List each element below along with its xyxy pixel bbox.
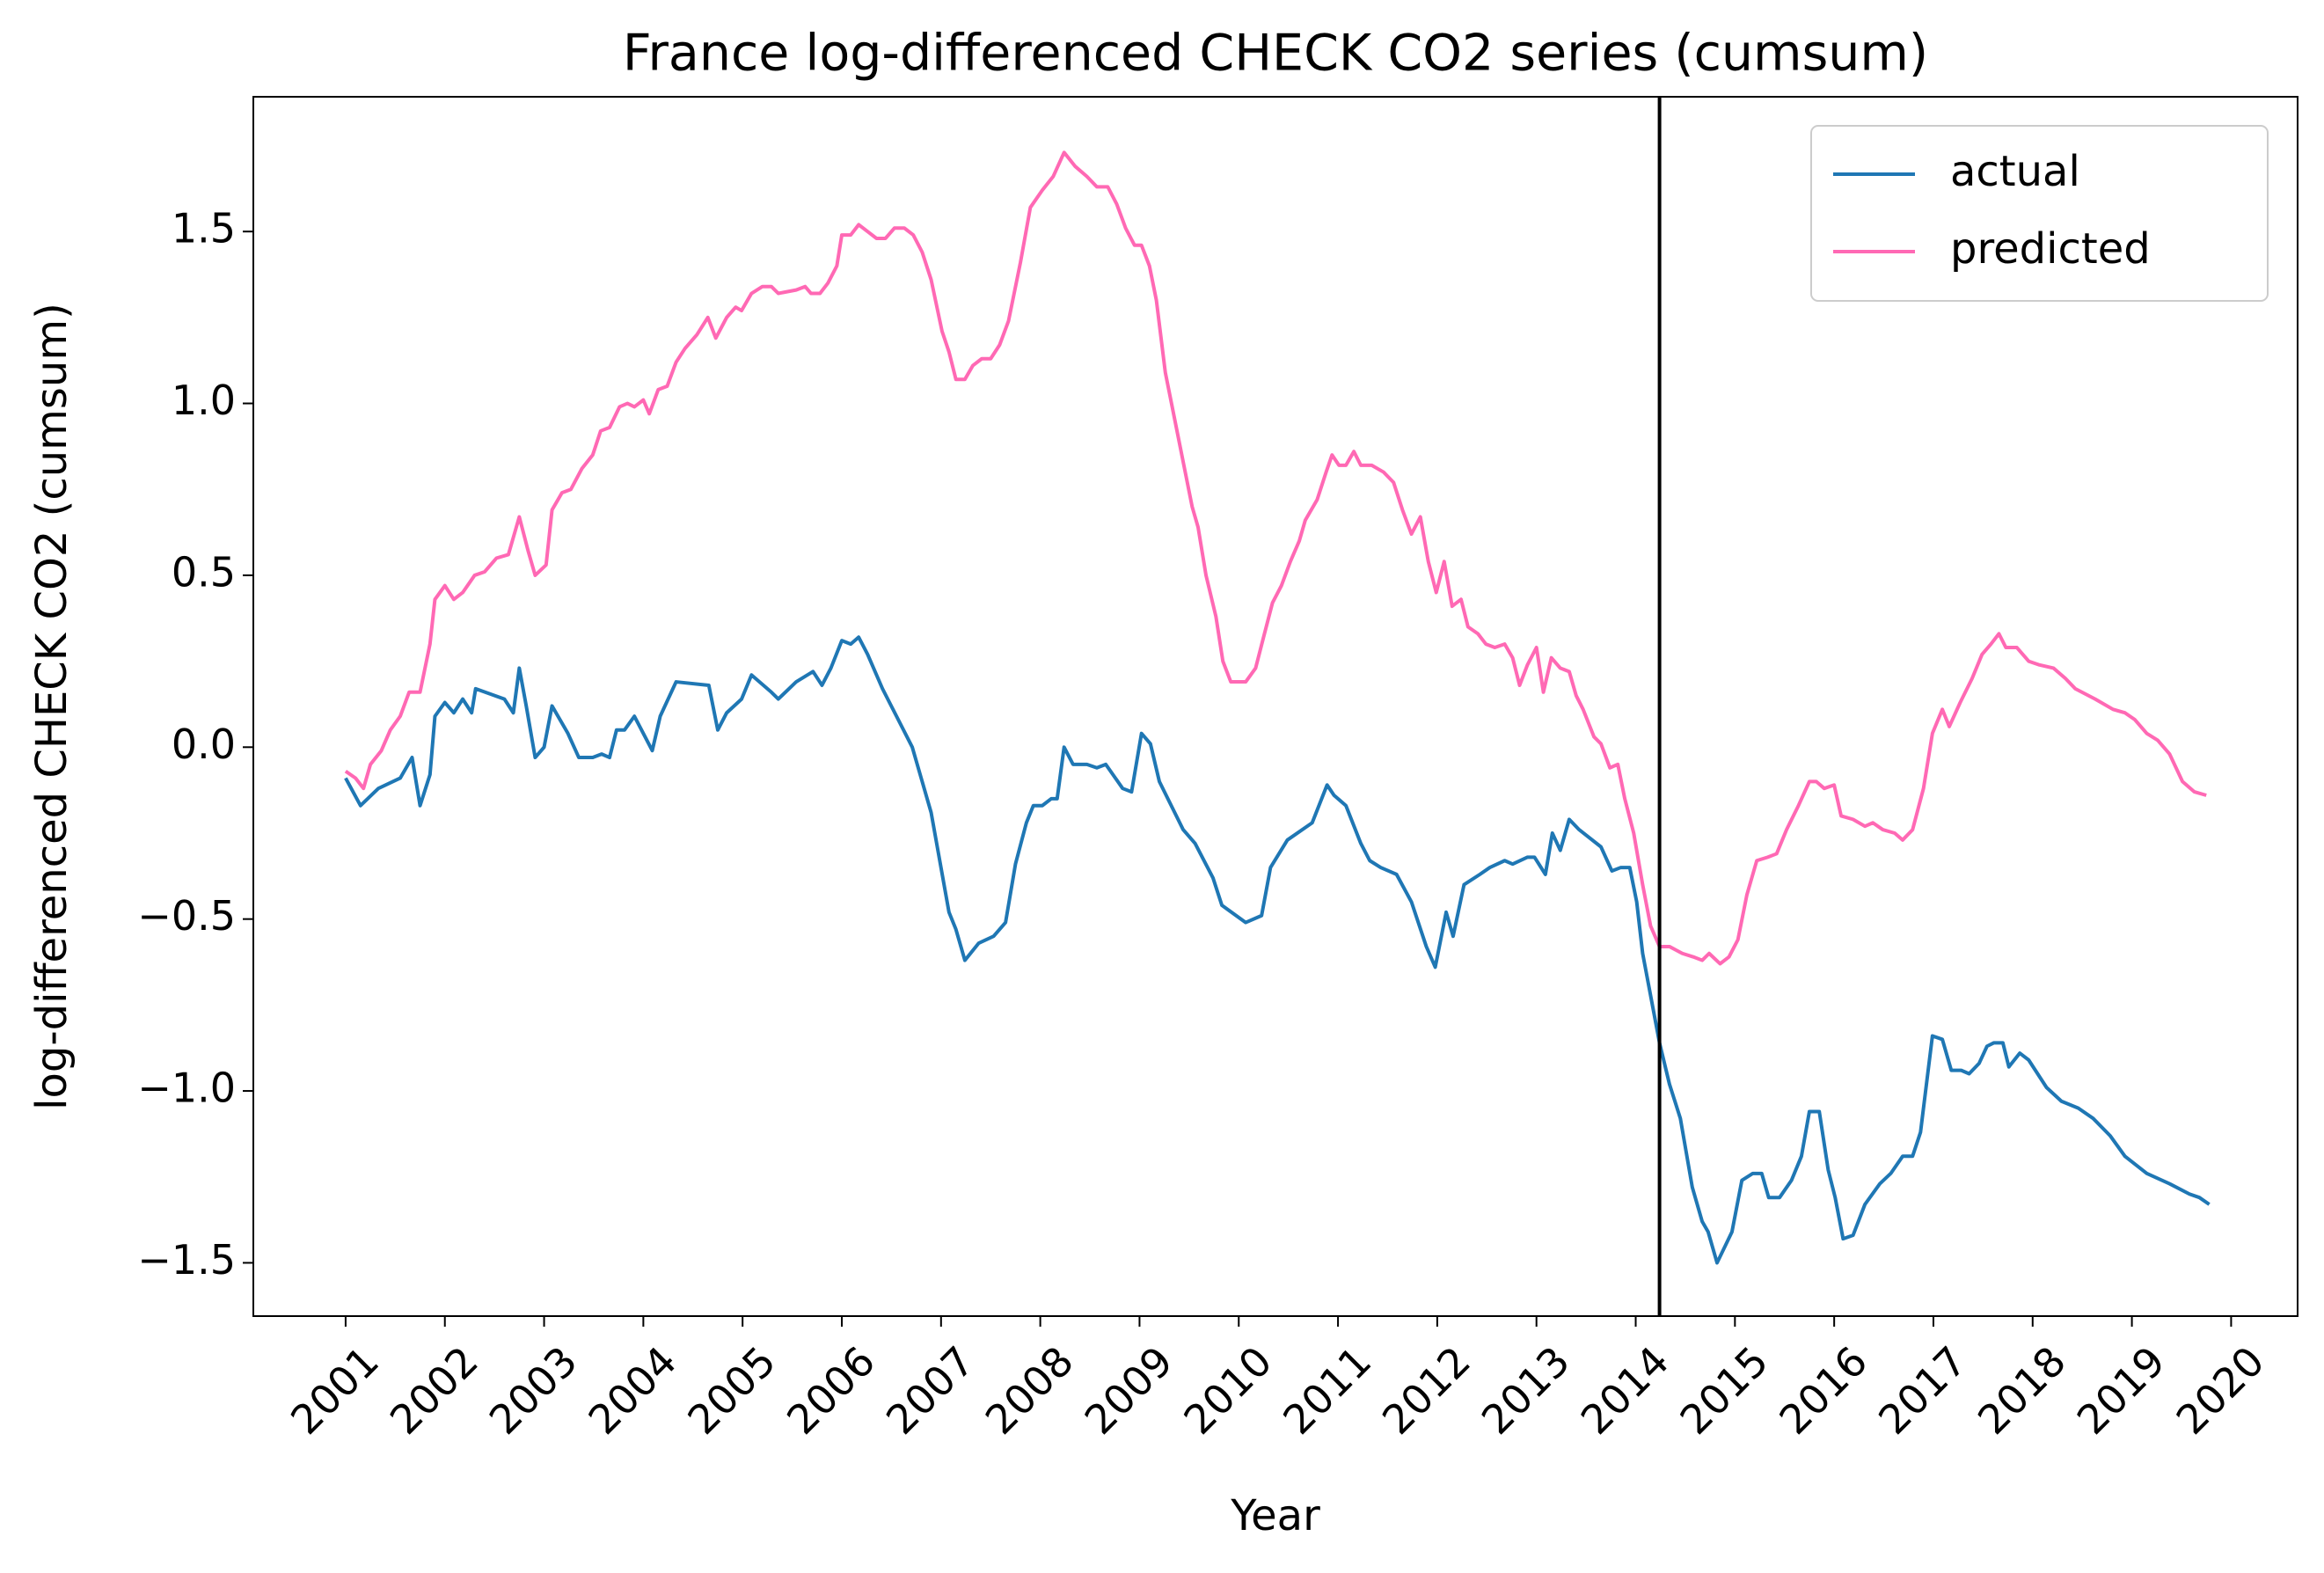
x-axis-label: Year (1230, 1491, 1320, 1540)
x-tick-label: 2009 (1076, 1337, 1182, 1444)
y-tick-label: 1.0 (172, 377, 236, 424)
y-tick-label: 1.5 (172, 205, 236, 252)
x-tick-label: 2013 (1473, 1337, 1579, 1444)
x-tick-label: 2001 (281, 1337, 388, 1444)
x-tick-label: 2002 (381, 1337, 487, 1444)
x-tick-label: 2017 (1869, 1337, 1976, 1444)
legend-label: predicted (1950, 224, 2151, 274)
x-tick-label: 2003 (480, 1337, 587, 1444)
series-line (344, 635, 2211, 1265)
x-tick-label: 2016 (1770, 1337, 1876, 1444)
x-tick-label: 2008 (976, 1337, 1083, 1444)
x-tick-label: 2005 (678, 1337, 785, 1444)
x-tick-label: 2004 (580, 1337, 686, 1444)
x-tick-label: 2012 (1373, 1337, 1480, 1444)
y-tick-label: 0.0 (172, 721, 236, 768)
x-tick-label: 2020 (2167, 1337, 2274, 1444)
plot-area (344, 150, 2211, 1265)
x-tick-label: 2019 (2068, 1337, 2174, 1444)
y-tick-label: −1.5 (137, 1236, 236, 1284)
legend-label: actual (1950, 147, 2080, 196)
legend-box (1810, 125, 2269, 302)
y-tick-label: 0.5 (172, 548, 236, 596)
axes-frame (252, 96, 2298, 1317)
chart-title: France log-differenced CHECK CO2 series … (623, 25, 1928, 83)
x-tick-label: 2010 (1174, 1337, 1281, 1444)
x-tick-label: 2007 (877, 1337, 983, 1444)
y-tick-label: −1.0 (137, 1065, 236, 1112)
x-tick-label: 2014 (1572, 1337, 1678, 1444)
x-tick-label: 2018 (1969, 1337, 2075, 1444)
x-tick-label: 2011 (1274, 1337, 1380, 1444)
y-tick-label: −0.5 (137, 892, 236, 940)
y-axis-label: log-differenced CHECK CO2 (cumsum) (27, 303, 77, 1110)
x-tick-label: 2006 (778, 1337, 884, 1444)
series-line (344, 150, 2207, 966)
x-tick-label: 2015 (1670, 1337, 1777, 1444)
